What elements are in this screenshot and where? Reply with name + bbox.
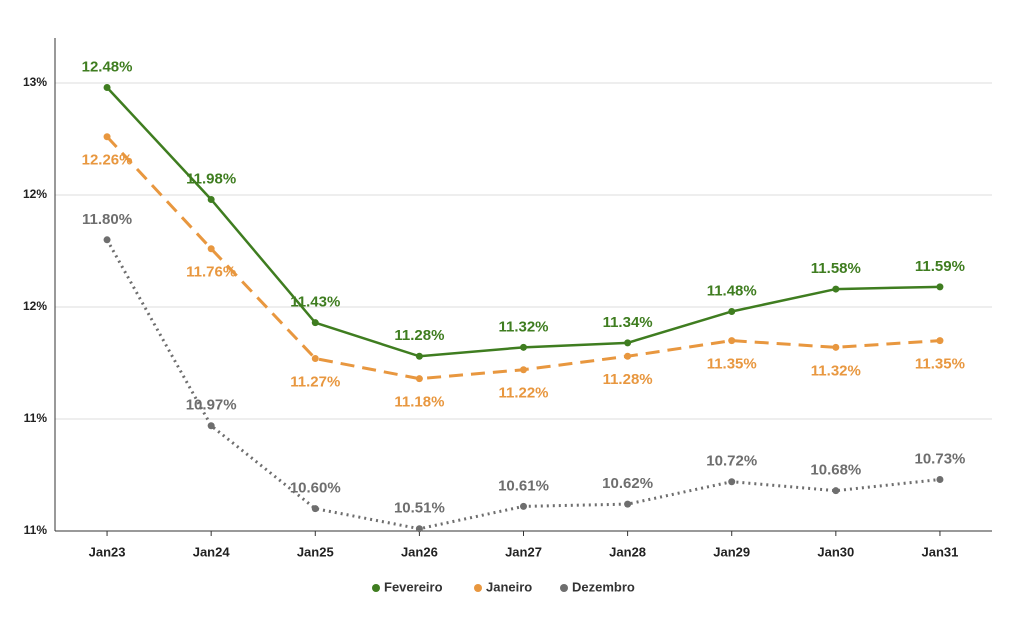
- data-label: 11.34%: [603, 314, 653, 331]
- data-label: 10.72%: [706, 453, 757, 470]
- data-label: 10.68%: [810, 462, 861, 479]
- data-label: 11.18%: [394, 394, 444, 411]
- x-tick-label: Jan31: [922, 544, 959, 559]
- x-tick-label: Jan25: [297, 544, 334, 559]
- data-label: 10.51%: [394, 500, 445, 517]
- data-label: 10.73%: [915, 450, 966, 467]
- point: [520, 502, 527, 510]
- data-label: 11.48%: [707, 282, 757, 299]
- x-tick-label: Jan26: [401, 544, 438, 559]
- point: [936, 283, 944, 291]
- data-label: 11.58%: [811, 260, 861, 277]
- point: [832, 343, 840, 351]
- point: [624, 500, 632, 508]
- series-line: [106, 86, 940, 358]
- y-tick-label: 11%: [24, 523, 48, 537]
- legend-label: Dezembro: [572, 579, 635, 594]
- point: [832, 285, 840, 293]
- x-tick-label: Jan27: [505, 544, 542, 559]
- point: [311, 319, 319, 327]
- x-tick-label: Jan30: [817, 544, 854, 559]
- point: [728, 478, 736, 486]
- point: [207, 195, 215, 203]
- data-label: 11.76%: [186, 264, 236, 281]
- data-label: 10.62%: [602, 475, 653, 492]
- x-tick-label: Jan23: [89, 544, 126, 559]
- point: [311, 505, 319, 513]
- point: [103, 83, 111, 91]
- data-label: 11.22%: [498, 385, 548, 402]
- point: [728, 337, 736, 345]
- data-label: 10.60%: [290, 480, 341, 497]
- x-tick-label: Jan28: [609, 544, 646, 559]
- y-tick-label: 12%: [23, 187, 47, 201]
- data-label: 11.43%: [290, 294, 340, 311]
- point: [936, 337, 944, 345]
- data-label: 11.28%: [394, 327, 444, 344]
- point: [415, 375, 423, 383]
- data-label: 12.48%: [82, 58, 133, 75]
- point: [520, 343, 527, 351]
- x-tick-label: Jan24: [193, 544, 231, 559]
- data-label: 11.28%: [603, 371, 653, 388]
- point: [311, 355, 319, 363]
- point: [728, 307, 736, 315]
- data-label: 11.35%: [915, 356, 965, 373]
- legend-marker: [560, 584, 568, 592]
- y-tick-label: 12%: [23, 299, 47, 313]
- data-label: 10.97%: [186, 397, 237, 414]
- point: [936, 475, 944, 483]
- point: [520, 366, 527, 374]
- data-label: 11.32%: [498, 318, 548, 335]
- point: [207, 422, 215, 430]
- y-tick-label: 11%: [24, 411, 48, 425]
- legend-label: Fevereiro: [384, 579, 443, 594]
- data-label: 11.59%: [915, 258, 965, 275]
- y-tick-label: 13%: [23, 75, 47, 89]
- point: [832, 487, 840, 495]
- x-tick-label: Jan29: [713, 544, 750, 559]
- data-label: 10.61%: [498, 477, 549, 494]
- data-label: 11.32%: [811, 362, 861, 379]
- data-label: 11.27%: [290, 373, 340, 390]
- point: [103, 236, 111, 244]
- point: [207, 245, 215, 253]
- point: [415, 352, 423, 360]
- data-label: 11.80%: [82, 211, 132, 228]
- data-label: 12.26%: [82, 152, 133, 169]
- point: [624, 339, 632, 347]
- legend-marker: [372, 584, 380, 592]
- point: [103, 133, 111, 141]
- legend-label: Janeiro: [486, 579, 532, 594]
- point: [624, 352, 632, 360]
- data-label: 11.98%: [186, 170, 236, 187]
- legend-marker: [474, 584, 482, 592]
- data-label: 11.35%: [707, 356, 757, 373]
- point: [415, 525, 423, 533]
